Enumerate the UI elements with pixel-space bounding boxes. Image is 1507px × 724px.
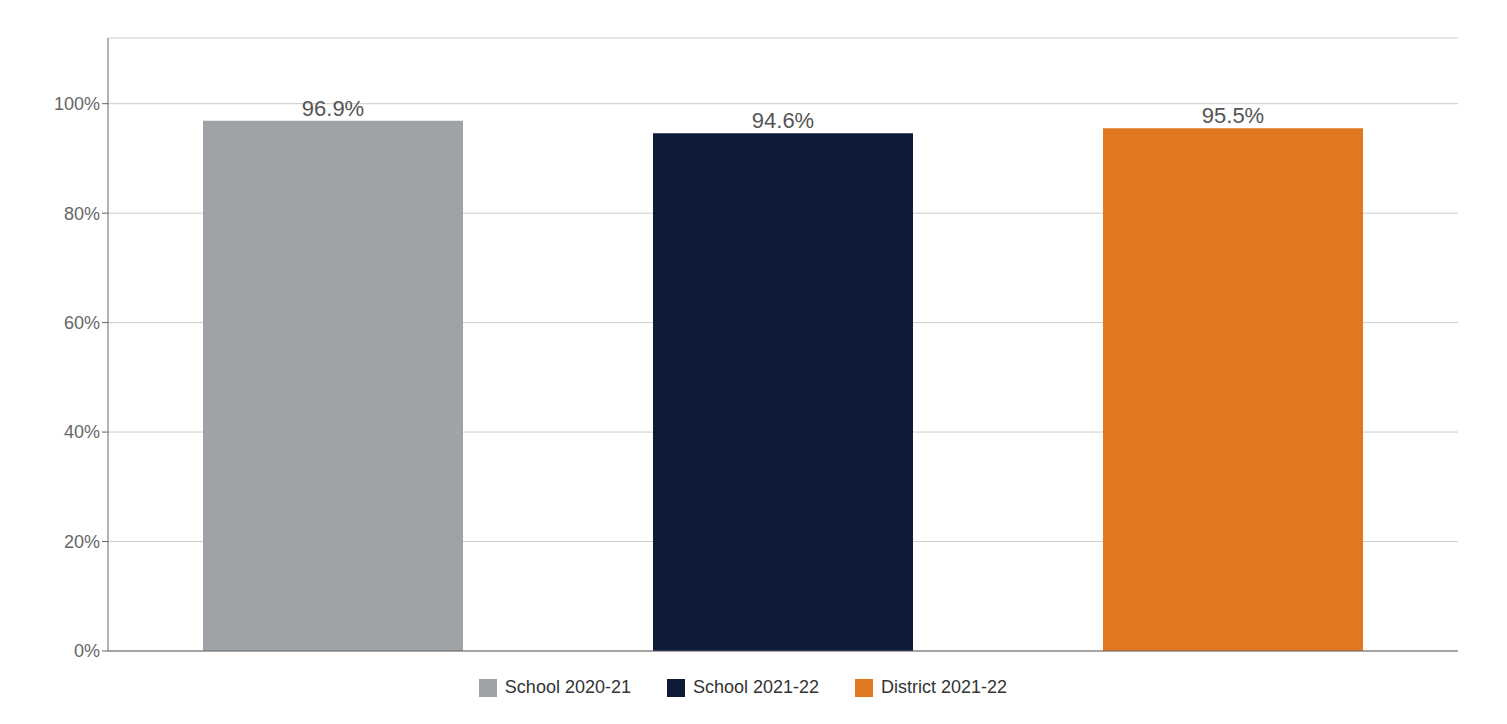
html-text:School 2020-21: School 2020-21	[504, 677, 631, 697]
svg-text:60%: 60%	[64, 313, 100, 333]
svg-text:0%: 0%	[74, 641, 100, 661]
html-text:District 2021-22: District 2021-22	[881, 677, 1008, 697]
html-text:School 2021-22: School 2021-22	[693, 677, 820, 697]
svg-text:40%: 40%	[64, 422, 100, 442]
svg-text:95.5%: 95.5%	[1202, 103, 1264, 128]
svg-text:20%: 20%	[64, 532, 100, 552]
svg-text:94.6%: 94.6%	[752, 108, 814, 133]
svg-text:80%: 80%	[64, 204, 100, 224]
svg-text:96.9%: 96.9%	[302, 96, 364, 121]
svg-text:100%: 100%	[54, 94, 100, 114]
